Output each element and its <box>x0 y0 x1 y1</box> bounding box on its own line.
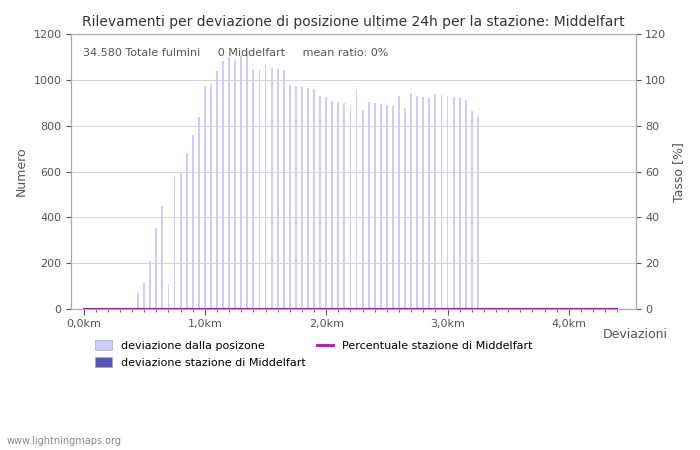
Bar <box>380 104 382 309</box>
Legend: deviazione dalla posizone, deviazione stazione di Middelfart, Percentuale stazio: deviazione dalla posizone, deviazione st… <box>91 336 537 372</box>
Bar <box>465 99 467 309</box>
Bar <box>94 308 97 309</box>
Bar <box>253 69 254 309</box>
Bar <box>556 308 558 309</box>
Bar <box>271 68 272 309</box>
Bar <box>519 308 522 309</box>
Bar <box>107 308 108 309</box>
Bar <box>210 84 212 309</box>
Bar <box>83 308 85 309</box>
Bar <box>398 96 400 309</box>
Bar <box>392 106 394 309</box>
Bar <box>526 308 527 309</box>
Bar <box>198 117 200 309</box>
Bar <box>228 57 230 309</box>
Bar <box>356 89 358 309</box>
Bar <box>362 110 363 309</box>
Bar <box>289 85 290 309</box>
Bar <box>550 308 552 309</box>
Bar <box>258 70 260 309</box>
Bar <box>513 308 515 309</box>
Bar <box>544 308 545 309</box>
Bar <box>344 103 345 309</box>
Bar <box>131 308 133 309</box>
Bar <box>319 96 321 309</box>
Text: 34.580 Totale fulmini     0 Middelfart     mean ratio: 0%: 34.580 Totale fulmini 0 Middelfart mean … <box>83 48 388 58</box>
Bar <box>307 88 309 309</box>
Bar <box>204 86 206 309</box>
Bar <box>313 89 315 309</box>
Bar <box>410 93 412 309</box>
Bar <box>508 308 509 309</box>
Title: Rilevamenti per deviazione di posizione ultime 24h per la stazione: Middelfart: Rilevamenti per deviazione di posizione … <box>82 15 625 29</box>
Bar <box>428 99 430 309</box>
Bar <box>301 87 303 309</box>
Bar <box>422 97 424 309</box>
Bar <box>416 96 418 309</box>
Bar <box>568 308 570 309</box>
Bar <box>349 106 351 309</box>
Bar <box>326 97 327 309</box>
Bar <box>447 96 449 309</box>
Bar <box>192 135 194 309</box>
Bar <box>531 308 533 309</box>
Bar <box>617 308 618 309</box>
Bar <box>458 99 461 309</box>
Bar <box>404 108 406 309</box>
Y-axis label: Numero: Numero <box>15 147 28 197</box>
Bar <box>604 308 606 309</box>
Bar <box>368 102 370 309</box>
Bar <box>574 308 576 309</box>
Bar <box>265 64 267 309</box>
Bar <box>586 308 588 309</box>
Bar <box>592 308 594 309</box>
Bar <box>477 117 479 309</box>
Bar <box>483 308 485 309</box>
Bar <box>167 284 169 309</box>
Bar <box>149 261 151 309</box>
Bar <box>331 101 333 309</box>
Bar <box>222 61 224 309</box>
Bar <box>598 308 600 309</box>
Bar <box>276 69 279 309</box>
Bar <box>101 308 103 309</box>
Bar <box>186 153 188 309</box>
Bar <box>162 206 163 309</box>
Bar <box>610 308 612 309</box>
Bar <box>538 308 540 309</box>
Bar <box>453 97 454 309</box>
Bar <box>501 308 503 309</box>
Bar <box>495 308 497 309</box>
Bar <box>119 308 121 309</box>
Bar <box>113 308 115 309</box>
Bar <box>234 59 236 309</box>
Bar <box>489 308 491 309</box>
Bar <box>137 293 139 309</box>
Bar <box>295 86 297 309</box>
Bar <box>374 103 376 309</box>
Bar <box>562 308 564 309</box>
Bar <box>240 55 242 309</box>
Bar <box>440 95 442 309</box>
Text: www.lightningmaps.org: www.lightningmaps.org <box>7 436 122 446</box>
Bar <box>155 228 158 309</box>
Bar <box>216 71 218 309</box>
Bar <box>471 111 472 309</box>
Bar <box>386 105 388 309</box>
Bar <box>174 176 176 309</box>
Bar <box>144 283 145 309</box>
Bar <box>283 70 285 309</box>
Y-axis label: Tasso [%]: Tasso [%] <box>672 142 685 202</box>
Bar <box>580 308 582 309</box>
X-axis label: Deviazioni: Deviazioni <box>603 328 668 341</box>
Bar <box>337 102 340 309</box>
Bar <box>180 173 181 309</box>
Bar <box>125 308 127 309</box>
Bar <box>246 51 248 309</box>
Bar <box>435 94 436 309</box>
Bar <box>89 308 90 309</box>
